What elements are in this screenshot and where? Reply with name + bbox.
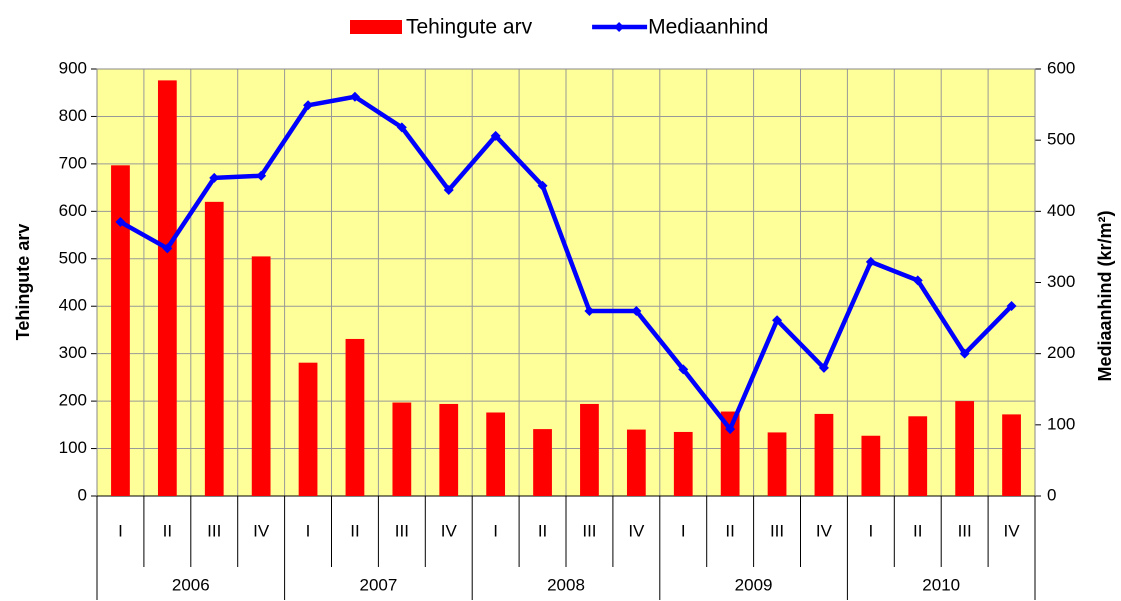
y-tick-label: 600	[59, 201, 87, 220]
x-tick-label: II	[913, 521, 922, 540]
y-axis-title: Tehingute arv	[13, 224, 33, 341]
x-tick-label: III	[958, 521, 972, 540]
y-tick-label: 0	[78, 485, 87, 504]
y2-tick-label: 600	[1047, 58, 1075, 77]
line-marker	[303, 100, 314, 111]
bar	[251, 256, 271, 496]
y2-tick-label: 300	[1047, 272, 1075, 291]
bar	[814, 413, 834, 496]
line	[119, 94, 1014, 432]
line-marker	[631, 305, 642, 316]
bar	[767, 432, 787, 496]
bar	[392, 402, 412, 496]
bar	[111, 165, 130, 496]
line-marker	[584, 305, 595, 316]
legend-swatch	[350, 20, 402, 34]
legend-label: Mediaanhind	[648, 16, 768, 39]
x-tick-label: II	[538, 521, 547, 540]
x-tick-label: IV	[441, 521, 458, 540]
line-marker	[959, 348, 970, 359]
line-marker	[256, 170, 267, 181]
bar	[298, 362, 318, 496]
line-marker	[1006, 300, 1017, 311]
y-tick-label: 400	[59, 296, 87, 315]
y2-axis-title: Mediaanhind (kr/m²)	[1095, 210, 1115, 381]
bar	[673, 431, 693, 496]
x-tick-label: III	[582, 521, 596, 540]
bar	[908, 416, 928, 496]
line-marker	[865, 256, 876, 267]
line-marker	[537, 180, 548, 191]
line-marker	[678, 364, 689, 375]
bar	[439, 403, 459, 496]
line-marker	[772, 315, 783, 326]
y2-tick-label: 0	[1047, 485, 1056, 504]
line-marker	[162, 243, 173, 254]
x-tick-label: II	[350, 521, 359, 540]
group-label: 2009	[735, 575, 773, 594]
bar	[204, 201, 224, 496]
y-tick-label: 100	[59, 438, 87, 457]
x-tick-label: IV	[628, 521, 645, 540]
y2-tick-label: 200	[1047, 343, 1075, 362]
y-tick-label: 300	[59, 343, 87, 362]
group-label: 2006	[172, 575, 210, 594]
line-marker	[209, 172, 220, 183]
x-tick-label: I	[681, 521, 686, 540]
y-tick-label: 500	[59, 248, 87, 267]
x-tick-label: III	[207, 521, 221, 540]
bar	[580, 403, 599, 496]
line-marker	[396, 122, 407, 133]
x-tick-label: III	[770, 521, 784, 540]
x-tick-label: IV	[253, 521, 270, 540]
bar	[720, 411, 740, 496]
x-tick-label: IV	[816, 521, 833, 540]
x-tick-label: I	[306, 521, 311, 540]
bar	[861, 435, 881, 496]
line-marker	[725, 424, 736, 435]
line-marker	[912, 275, 923, 286]
x-tick-label: I	[118, 521, 123, 540]
legend-marker	[614, 22, 625, 32]
line-marker	[349, 91, 360, 102]
x-tick-label: II	[725, 521, 734, 540]
y-tick-label: 700	[59, 153, 87, 172]
bar	[486, 412, 506, 496]
bar	[157, 80, 177, 497]
line-marker	[443, 184, 454, 195]
y-tick-label: 800	[59, 106, 87, 125]
x-tick-label: III	[395, 521, 409, 540]
bar	[955, 401, 975, 496]
line-marker	[490, 130, 501, 141]
group-label: 2010	[922, 575, 960, 594]
y-tick-label: 900	[59, 58, 87, 77]
line-marker	[818, 362, 829, 373]
bar	[533, 429, 552, 496]
group-label: 2007	[359, 575, 397, 594]
bar	[626, 429, 646, 496]
y2-tick-label: 400	[1047, 201, 1075, 220]
x-tick-label: II	[163, 521, 172, 540]
bar	[1002, 414, 1021, 496]
x-tick-label: I	[493, 521, 498, 540]
group-label: 2008	[547, 575, 585, 594]
x-tick-label: I	[868, 521, 873, 540]
y-tick-label: 200	[59, 391, 87, 410]
y2-tick-label: 100	[1047, 414, 1075, 433]
legend-label: Tehingute arv	[406, 16, 533, 39]
line-marker	[115, 217, 126, 228]
x-tick-label: IV	[1004, 521, 1021, 540]
y2-tick-label: 500	[1047, 130, 1075, 149]
bar	[345, 338, 365, 496]
